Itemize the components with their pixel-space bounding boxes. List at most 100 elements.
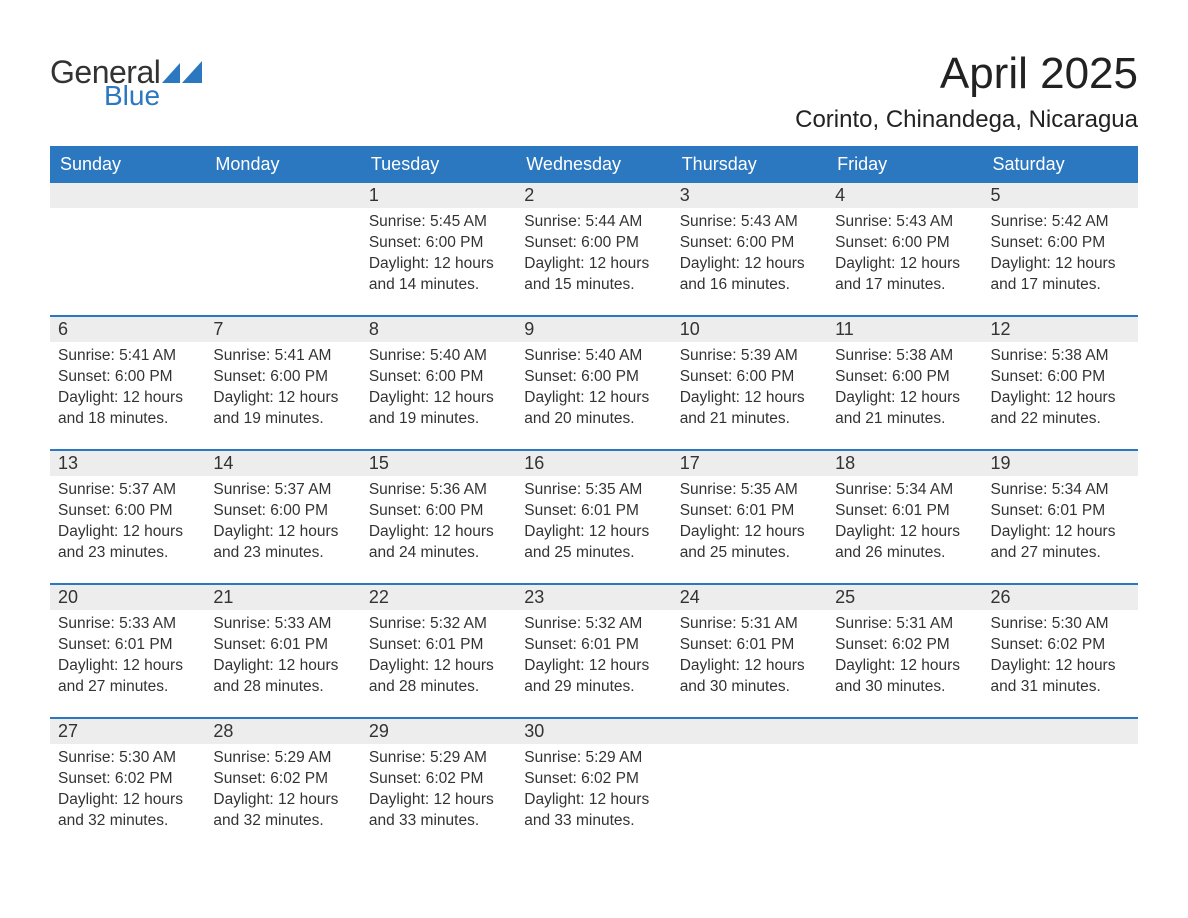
day-number: 19 (983, 451, 1138, 476)
sunrise-value: 5:43 AM (892, 213, 953, 230)
sunset-value: 6:02 PM (577, 770, 639, 787)
sunset-line: Sunset: 6:00 PM (680, 367, 819, 388)
sunset-label: Sunset: (369, 502, 422, 519)
sunset-label: Sunset: (524, 502, 577, 519)
daylight-label: Daylight: (680, 657, 740, 674)
sunset-label: Sunset: (680, 636, 733, 653)
day-cell: 15Sunrise: 5:36 AMSunset: 6:00 PMDayligh… (361, 451, 516, 571)
sunset-label: Sunset: (213, 636, 266, 653)
day-body: Sunrise: 5:45 AMSunset: 6:00 PMDaylight:… (361, 208, 516, 296)
sunrise-value: 5:37 AM (115, 481, 176, 498)
sunrise-label: Sunrise: (524, 615, 581, 632)
sunrise-value: 5:37 AM (270, 481, 331, 498)
sunset-line: Sunset: 6:01 PM (835, 501, 974, 522)
sunrise-value: 5:29 AM (581, 749, 642, 766)
sunrise-value: 5:30 AM (115, 749, 176, 766)
day-number: 9 (516, 317, 671, 342)
day-cell: 19Sunrise: 5:34 AMSunset: 6:01 PMDayligh… (983, 451, 1138, 571)
day-cell: 13Sunrise: 5:37 AMSunset: 6:00 PMDayligh… (50, 451, 205, 571)
daylight-label: Daylight: (835, 255, 895, 272)
sunset-label: Sunset: (58, 636, 111, 653)
day-number: 25 (827, 585, 982, 610)
day-body: Sunrise: 5:37 AMSunset: 6:00 PMDaylight:… (50, 476, 205, 564)
daylight-label: Daylight: (369, 657, 429, 674)
sunset-line: Sunset: 6:00 PM (213, 367, 352, 388)
daylight-line: Daylight: 12 hours and 22 minutes. (991, 388, 1130, 430)
sunset-label: Sunset: (835, 502, 888, 519)
day-cell: 14Sunrise: 5:37 AMSunset: 6:00 PMDayligh… (205, 451, 360, 571)
sunrise-line: Sunrise: 5:31 AM (835, 614, 974, 635)
sunset-value: 6:02 PM (1043, 636, 1105, 653)
sunset-value: 6:01 PM (577, 636, 639, 653)
sunset-label: Sunset: (835, 234, 888, 251)
sunset-line: Sunset: 6:00 PM (991, 367, 1130, 388)
sunrise-line: Sunrise: 5:33 AM (58, 614, 197, 635)
sunset-label: Sunset: (369, 636, 422, 653)
sunset-value: 6:01 PM (421, 636, 483, 653)
daylight-line: Daylight: 12 hours and 32 minutes. (213, 790, 352, 832)
day-body: Sunrise: 5:29 AMSunset: 6:02 PMDaylight:… (516, 744, 671, 832)
daylight-label: Daylight: (524, 657, 584, 674)
sunset-label: Sunset: (991, 368, 1044, 385)
day-number: 1 (361, 183, 516, 208)
sunset-label: Sunset: (991, 234, 1044, 251)
sunrise-value: 5:38 AM (892, 347, 953, 364)
sunrise-value: 5:40 AM (581, 347, 642, 364)
sunset-label: Sunset: (524, 636, 577, 653)
sunset-value: 6:00 PM (266, 368, 328, 385)
day-cell (827, 719, 982, 839)
daylight-line: Daylight: 12 hours and 25 minutes. (680, 522, 819, 564)
sunset-label: Sunset: (524, 234, 577, 251)
daylight-label: Daylight: (58, 657, 118, 674)
daylight-line: Daylight: 12 hours and 31 minutes. (991, 656, 1130, 698)
day-cell: 28Sunrise: 5:29 AMSunset: 6:02 PMDayligh… (205, 719, 360, 839)
day-body: Sunrise: 5:35 AMSunset: 6:01 PMDaylight:… (516, 476, 671, 564)
sunset-value: 6:00 PM (577, 234, 639, 251)
daylight-line: Daylight: 12 hours and 16 minutes. (680, 254, 819, 296)
daylight-label: Daylight: (680, 389, 740, 406)
day-body: Sunrise: 5:44 AMSunset: 6:00 PMDaylight:… (516, 208, 671, 296)
day-number: 30 (516, 719, 671, 744)
daylight-label: Daylight: (369, 791, 429, 808)
sunrise-line: Sunrise: 5:41 AM (213, 346, 352, 367)
sunrise-value: 5:40 AM (426, 347, 487, 364)
week-row: 27Sunrise: 5:30 AMSunset: 6:02 PMDayligh… (50, 717, 1138, 839)
daylight-line: Daylight: 12 hours and 20 minutes. (524, 388, 663, 430)
sunset-line: Sunset: 6:02 PM (213, 769, 352, 790)
sunrise-value: 5:43 AM (737, 213, 798, 230)
day-number (672, 719, 827, 744)
day-body: Sunrise: 5:32 AMSunset: 6:01 PMDaylight:… (516, 610, 671, 698)
day-cell: 30Sunrise: 5:29 AMSunset: 6:02 PMDayligh… (516, 719, 671, 839)
sunset-value: 6:01 PM (732, 636, 794, 653)
sunrise-value: 5:33 AM (270, 615, 331, 632)
day-cell: 12Sunrise: 5:38 AMSunset: 6:00 PMDayligh… (983, 317, 1138, 437)
day-number: 23 (516, 585, 671, 610)
day-cell: 27Sunrise: 5:30 AMSunset: 6:02 PMDayligh… (50, 719, 205, 839)
sunset-value: 6:00 PM (111, 368, 173, 385)
day-cell: 7Sunrise: 5:41 AMSunset: 6:00 PMDaylight… (205, 317, 360, 437)
day-number: 22 (361, 585, 516, 610)
sunset-value: 6:00 PM (421, 502, 483, 519)
sunset-label: Sunset: (213, 368, 266, 385)
daylight-label: Daylight: (991, 255, 1051, 272)
daylight-line: Daylight: 12 hours and 33 minutes. (524, 790, 663, 832)
day-number: 8 (361, 317, 516, 342)
day-body: Sunrise: 5:34 AMSunset: 6:01 PMDaylight:… (827, 476, 982, 564)
sunrise-line: Sunrise: 5:43 AM (835, 212, 974, 233)
day-body: Sunrise: 5:31 AMSunset: 6:01 PMDaylight:… (672, 610, 827, 698)
sunset-value: 6:00 PM (111, 502, 173, 519)
daylight-line: Daylight: 12 hours and 25 minutes. (524, 522, 663, 564)
dow-cell: Thursday (672, 146, 827, 183)
sunrise-line: Sunrise: 5:38 AM (835, 346, 974, 367)
daylight-line: Daylight: 12 hours and 24 minutes. (369, 522, 508, 564)
sunrise-value: 5:34 AM (1047, 481, 1108, 498)
daylight-line: Daylight: 12 hours and 17 minutes. (835, 254, 974, 296)
sunset-value: 6:00 PM (888, 368, 950, 385)
sunrise-value: 5:31 AM (737, 615, 798, 632)
sunset-line: Sunset: 6:02 PM (58, 769, 197, 790)
sunrise-value: 5:32 AM (426, 615, 487, 632)
sunset-line: Sunset: 6:01 PM (524, 635, 663, 656)
daylight-label: Daylight: (680, 523, 740, 540)
sunrise-label: Sunrise: (991, 481, 1048, 498)
sunrise-line: Sunrise: 5:30 AM (991, 614, 1130, 635)
